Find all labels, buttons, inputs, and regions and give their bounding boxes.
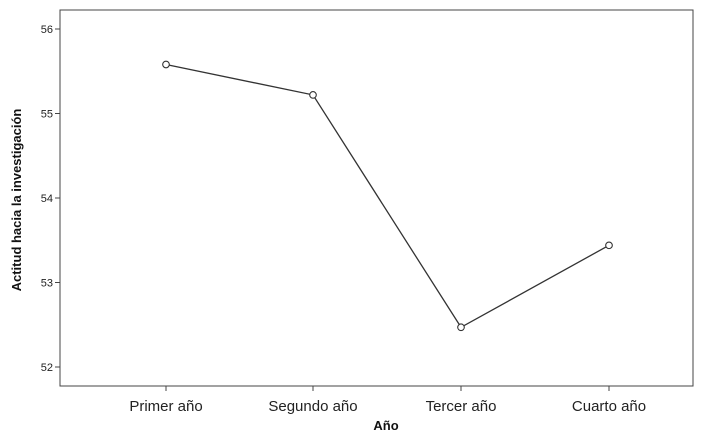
x-tick-label: Primer año <box>129 398 202 415</box>
x-tick-label: Tercer año <box>426 398 497 415</box>
series-layer <box>162 60 613 332</box>
y-tick-label: 56 <box>41 24 53 36</box>
y-axis-title: Actitud hacia la investigación <box>9 109 24 292</box>
x-tick-label: Cuarto año <box>572 398 646 415</box>
x-axis-title: Año <box>373 418 398 433</box>
y-tick-label: 55 <box>41 109 53 121</box>
y-tick-label: 52 <box>41 362 53 374</box>
y-tick-label: 53 <box>41 278 53 290</box>
data-point <box>457 323 465 332</box>
data-point <box>605 241 613 250</box>
x-axis-ticks: Primer año Segundo año Tercer año Cuarto añ… <box>129 386 646 415</box>
plot-area <box>59 9 694 387</box>
data-point <box>309 91 317 99</box>
y-axis-ticks: 52 53 54 55 56 <box>41 24 60 374</box>
y-tick-label: 54 <box>41 193 53 205</box>
data-point <box>162 60 170 69</box>
series-line <box>165 63 610 329</box>
x-tick-label: Segundo año <box>268 398 357 415</box>
